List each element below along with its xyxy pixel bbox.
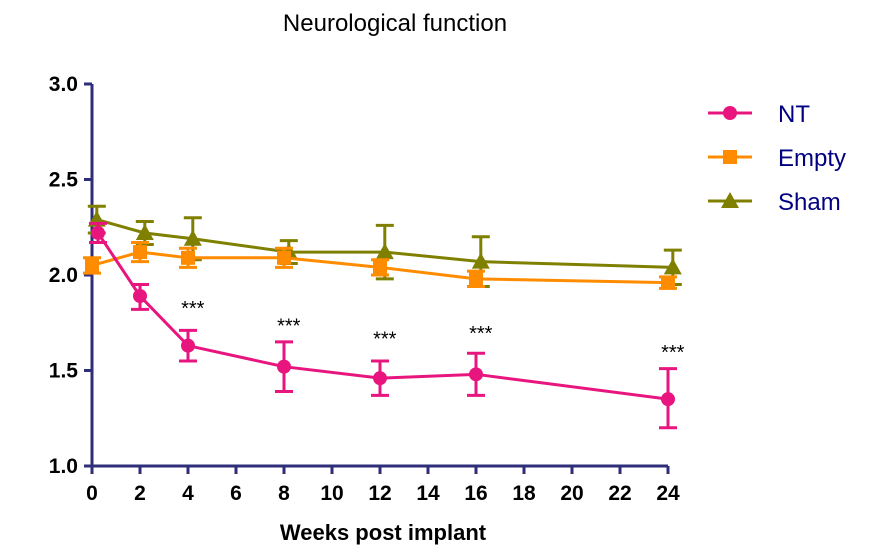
data-point — [181, 338, 195, 353]
data-point — [373, 371, 387, 386]
data-point — [661, 275, 675, 290]
legend-label: NT — [778, 101, 810, 128]
x-tick-label: 16 — [464, 482, 487, 505]
x-tick-label: 0 — [86, 482, 98, 505]
legend-label: Sham — [778, 189, 841, 216]
x-tick-label: 14 — [416, 482, 440, 505]
significance-annotation: *** — [373, 329, 397, 351]
chart-title: Neurological function — [283, 10, 507, 37]
data-point — [183, 229, 202, 246]
legend-marker — [723, 150, 737, 164]
significance-annotation: *** — [181, 298, 205, 320]
significance-annotation: *** — [469, 323, 493, 345]
y-tick-label: 2.0 — [49, 264, 78, 287]
data-point — [663, 258, 682, 275]
data-point — [661, 392, 675, 407]
x-tick-label: 24 — [656, 482, 680, 505]
data-point — [469, 367, 483, 382]
legend-label: Empty — [778, 145, 846, 172]
x-tick-label: 4 — [182, 482, 194, 505]
legend-item-nt: NT — [708, 101, 810, 128]
y-tick-label: 1.0 — [49, 455, 78, 478]
data-point — [373, 260, 387, 275]
significance-annotation: *** — [661, 342, 685, 364]
data-point — [135, 223, 154, 240]
x-tick-label: 22 — [608, 482, 631, 505]
x-tick-label: 6 — [230, 482, 242, 505]
series-layer — [83, 204, 682, 430]
legend-marker — [723, 106, 737, 120]
x-tick-label: 20 — [560, 482, 583, 505]
series-nt — [89, 221, 677, 430]
y-tick-label: 2.5 — [49, 169, 79, 192]
legend-marker — [721, 192, 739, 208]
data-point — [469, 271, 483, 286]
legend-item-sham: Sham — [708, 189, 841, 216]
x-axis-title: Weeks post implant — [280, 520, 487, 545]
legend-item-empty: Empty — [708, 145, 846, 172]
annotation-layer: *** *** *** *** *** — [181, 298, 685, 364]
x-tick-label: 2 — [134, 482, 146, 505]
x-tick-label: 12 — [368, 482, 391, 505]
y-tick-label: 3.0 — [49, 73, 78, 96]
data-point — [277, 359, 291, 374]
data-point — [181, 250, 195, 265]
data-point — [133, 289, 147, 304]
significance-annotation: *** — [277, 315, 301, 337]
x-tick-label: 8 — [278, 482, 290, 505]
data-point — [277, 250, 291, 265]
data-point — [133, 245, 147, 260]
data-point — [471, 252, 490, 269]
legend: NT Empty Sham — [708, 101, 846, 216]
series-empty — [83, 241, 677, 290]
axes: 1.01.52.02.53.00 2 4 6 8 10 12 14 16 18 20 22 24 — [49, 73, 680, 505]
data-point — [375, 243, 394, 260]
data-point — [91, 225, 105, 240]
x-tick-label: 18 — [512, 482, 536, 505]
x-tick-label: 10 — [320, 482, 343, 505]
y-tick-label: 1.5 — [49, 360, 79, 383]
data-point — [85, 258, 99, 273]
